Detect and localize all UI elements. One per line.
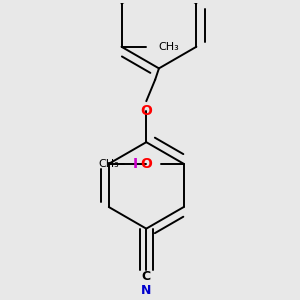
Text: CH₃: CH₃ bbox=[99, 159, 120, 169]
Text: CH₃: CH₃ bbox=[159, 42, 179, 52]
Text: N: N bbox=[141, 284, 152, 297]
Text: C: C bbox=[142, 270, 151, 284]
Text: I: I bbox=[133, 157, 138, 171]
Text: O: O bbox=[140, 104, 152, 118]
Text: O: O bbox=[140, 157, 152, 171]
